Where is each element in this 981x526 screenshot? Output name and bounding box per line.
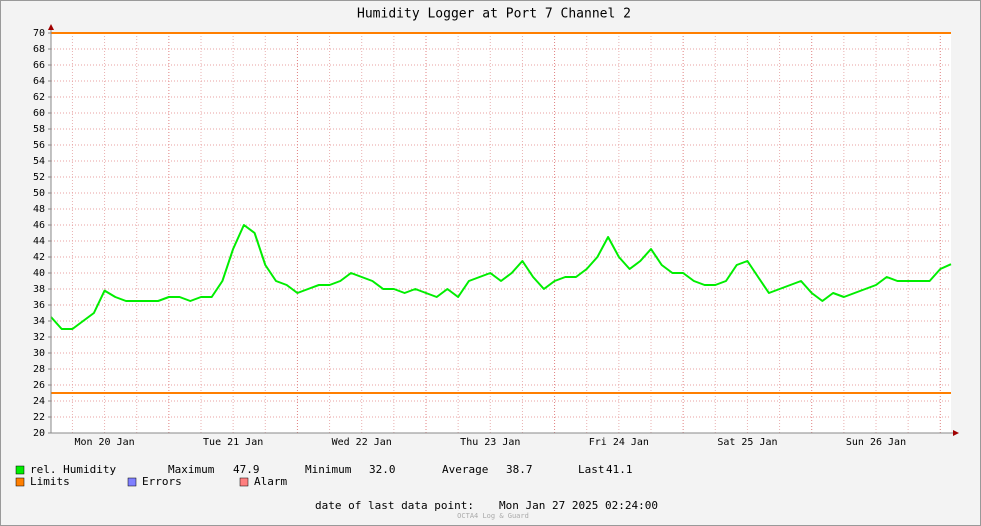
y-tick-label: 32 [33,332,45,343]
stat-label: Last [578,463,605,476]
stat-value: 38.7 [506,463,533,476]
stat-label: Average [442,463,488,476]
y-tick-label: 70 [33,28,45,39]
stat-label: Maximum [168,463,215,476]
y-tick-label: 34 [33,316,45,327]
y-tick-label: 48 [33,204,45,215]
footer-value: Mon Jan 27 2025 02:24:00 [499,499,658,512]
x-tick-label: Wed 22 Jan [332,437,392,448]
y-tick-label: 64 [33,76,45,87]
legend-label: Errors [142,475,182,488]
legend-label: Limits [30,475,70,488]
y-tick-label: 56 [33,140,45,151]
y-tick-label: 44 [33,236,45,247]
y-tick-label: 68 [33,44,45,55]
x-tick-label: Sat 25 Jan [717,437,777,448]
y-tick-label: 54 [33,156,45,167]
y-tick-label: 58 [33,124,45,135]
x-tick-label: Tue 21 Jan [203,437,263,448]
chart-title: Humidity Logger at Port 7 Channel 2 [357,7,631,22]
x-tick-label: Sun 26 Jan [846,437,906,448]
marks [50,32,952,394]
stat-value: 47.9 [233,463,260,476]
legend-swatch [15,477,25,487]
x-arrow [953,430,959,436]
stat-value: 32.0 [369,463,396,476]
data-line [50,224,952,330]
x-tick-label: Fri 24 Jan [589,437,649,448]
stat-value: 41.1 [606,463,633,476]
y-tick-label: 36 [33,300,45,311]
plot-area [51,33,951,433]
y-tick-label: 22 [33,412,45,423]
x-tick-label: Thu 23 Jan [460,437,520,448]
y-tick-label: 46 [33,220,45,231]
credit: OCTA4 Log & Guard [457,512,529,520]
y-tick-label: 30 [33,348,45,359]
y-tick-label: 62 [33,92,45,103]
y-tick-label: 40 [33,268,45,279]
y-tick-label: 66 [33,60,45,71]
grid [51,32,951,434]
y-tick-label: 50 [33,188,45,199]
y-tick-label: 38 [33,284,45,295]
legend-label: rel. Humidity [30,463,116,476]
legend-swatch [127,477,137,487]
y-tick-label: 20 [33,428,45,439]
y-tick-label: 42 [33,252,45,263]
x-tick-label: Mon 20 Jan [74,437,134,448]
legend-label: Alarm [254,475,287,488]
y-tick-label: 28 [33,364,45,375]
y-arrow [48,24,54,30]
y-tick-label: 24 [33,396,45,407]
y-tick-label: 26 [33,380,45,391]
y-tick-label: 60 [33,108,45,119]
y-tick-label: 52 [33,172,45,183]
legend-swatch [239,477,249,487]
footer-label: date of last data point: [315,499,474,512]
legend-swatch [15,465,25,475]
stat-label: Minimum [305,463,352,476]
